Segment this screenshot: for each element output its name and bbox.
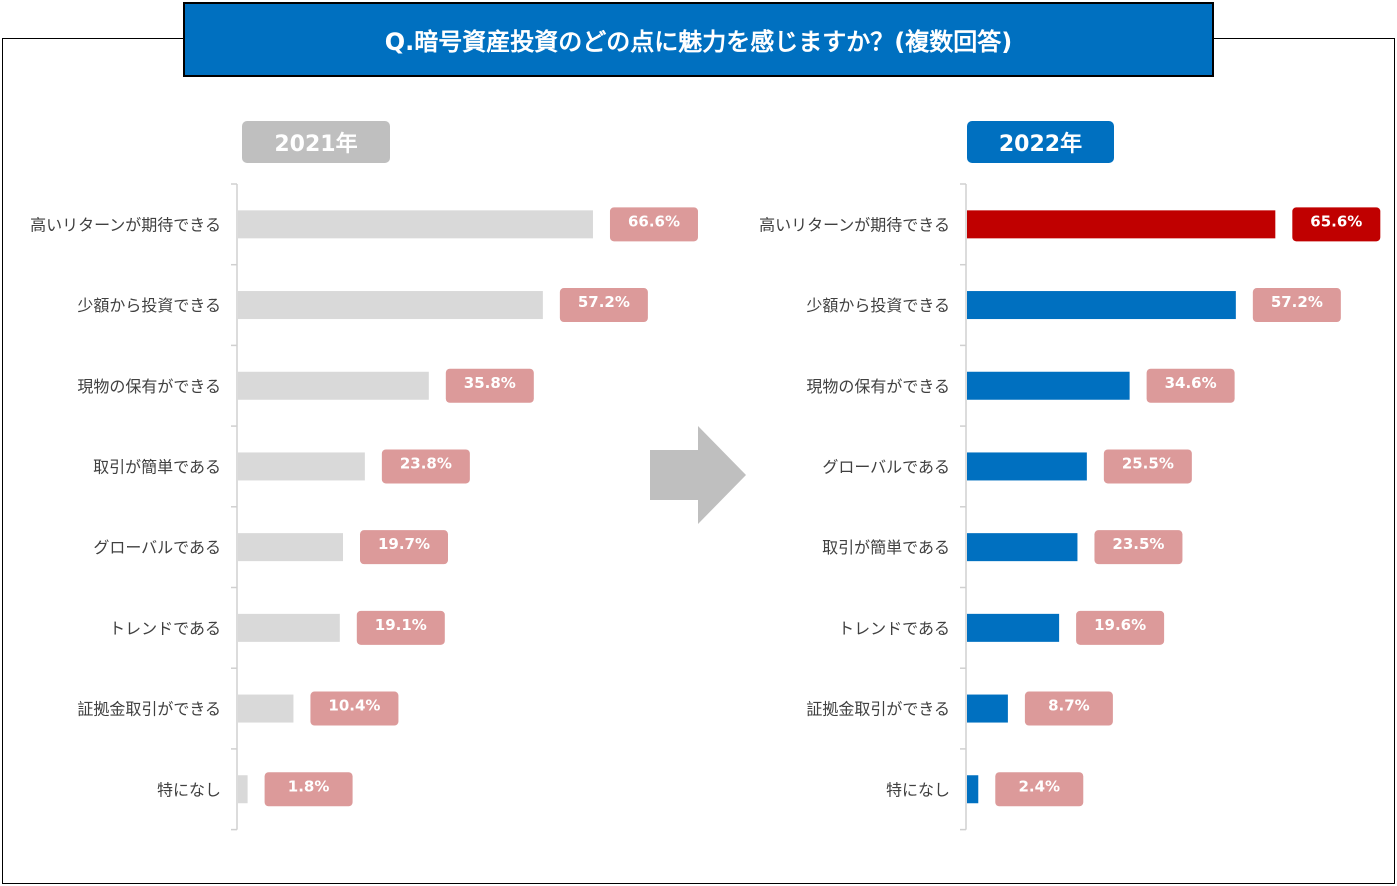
category-label: 少額から投資できる <box>77 296 221 315</box>
value-label: 23.5% <box>1112 535 1164 553</box>
value-label: 66.6% <box>628 212 680 230</box>
year-badge-2022: 2022年 <box>967 121 1114 163</box>
bar <box>238 533 344 562</box>
category-label: グローバルである <box>93 538 221 557</box>
bar <box>967 613 1060 642</box>
bar <box>238 613 340 642</box>
value-label-box <box>1103 449 1192 484</box>
category-label: 特になし <box>157 780 221 799</box>
value-label-box <box>264 772 353 807</box>
value-label: 35.8% <box>464 374 516 392</box>
value-label: 57.2% <box>1271 293 1323 311</box>
value-label: 19.7% <box>378 535 430 553</box>
bar <box>238 291 543 320</box>
category-label: グローバルである <box>822 457 950 476</box>
bar <box>967 533 1078 562</box>
value-label: 23.8% <box>400 454 452 472</box>
value-label: 25.5% <box>1122 454 1174 472</box>
value-label-box <box>1076 610 1165 645</box>
bar <box>238 775 248 804</box>
value-label: 8.7% <box>1048 697 1090 715</box>
value-label-box <box>310 691 399 726</box>
bar <box>238 452 365 481</box>
value-label-box <box>995 772 1084 807</box>
bar <box>967 210 1276 239</box>
category-label: 証拠金取引ができる <box>77 700 221 719</box>
value-label-box <box>1292 207 1381 242</box>
category-label: 証拠金取引ができる <box>806 700 950 719</box>
category-label: 取引が簡単である <box>93 457 221 476</box>
category-label: トレンドである <box>838 619 950 638</box>
category-label: 特になし <box>886 780 950 799</box>
value-label-box <box>381 449 470 484</box>
value-label-box <box>559 288 648 323</box>
bar <box>238 694 294 723</box>
bar <box>967 775 979 804</box>
value-label-box <box>609 207 698 242</box>
value-label: 57.2% <box>578 293 630 311</box>
value-label-box <box>1024 691 1113 726</box>
bar <box>967 371 1130 400</box>
value-label: 65.6% <box>1310 212 1362 230</box>
value-label: 10.4% <box>328 697 380 715</box>
category-label: 高いリターンが期待できる <box>759 215 950 234</box>
chart-2021: 高いリターンが期待できる 66.6% 少額から投資できる 57.2% 現物の保有ができる… <box>30 183 698 831</box>
category-label: 高いリターンが期待できる <box>30 215 221 234</box>
value-label-box <box>445 368 534 403</box>
category-label: 少額から投資できる <box>806 296 950 315</box>
category-label: トレンドである <box>109 619 221 638</box>
value-label: 1.8% <box>288 777 330 795</box>
category-label: 取引が簡単である <box>822 538 950 557</box>
category-label: 現物の保有ができる <box>806 377 950 396</box>
bar <box>967 694 1008 723</box>
value-label: 2.4% <box>1018 777 1060 795</box>
value-label-box <box>1146 368 1235 403</box>
bar <box>238 371 429 400</box>
value-label-box <box>360 530 449 565</box>
bar <box>967 291 1236 320</box>
bar <box>238 210 593 239</box>
value-label: 34.6% <box>1165 374 1217 392</box>
chart-title: Q.暗号資産投資のどの点に魅力を感じますか？(複数回答) <box>183 2 1214 77</box>
value-label: 19.1% <box>375 616 427 634</box>
category-label: 現物の保有ができる <box>77 377 221 396</box>
value-label-box <box>1094 530 1183 565</box>
year-badge-2021: 2021年 <box>242 121 390 163</box>
bar <box>967 452 1087 481</box>
value-label-box <box>356 610 445 645</box>
right-arrow-icon <box>650 426 746 524</box>
value-label-box <box>1252 288 1341 323</box>
value-label: 19.6% <box>1094 616 1146 634</box>
